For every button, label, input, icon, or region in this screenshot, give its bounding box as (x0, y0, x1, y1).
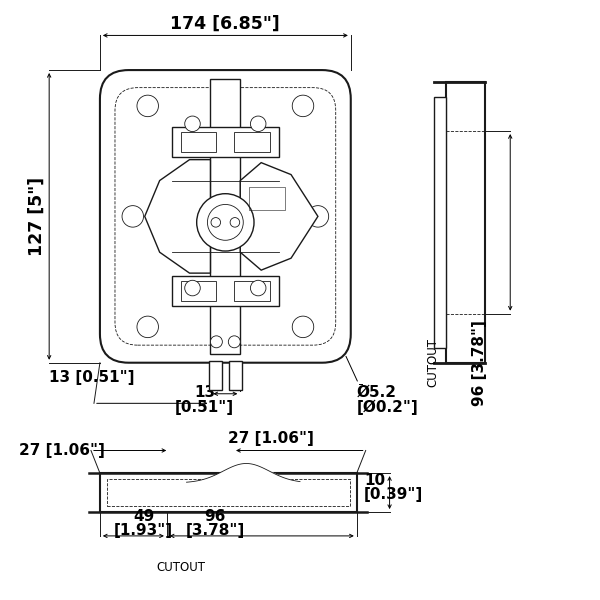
Text: CUTOUT: CUTOUT (426, 338, 439, 387)
Circle shape (211, 336, 223, 348)
Text: 27 [1.06"]: 27 [1.06"] (229, 431, 314, 446)
Bar (434, 97, 446, 348)
FancyBboxPatch shape (100, 70, 351, 363)
Circle shape (250, 280, 266, 296)
Polygon shape (240, 163, 318, 270)
Text: 13: 13 (194, 385, 215, 400)
Bar (229, 361, 242, 389)
Bar (211, 79, 240, 354)
Text: [0.51"]: [0.51"] (175, 400, 234, 415)
Text: 96 [3.78"]: 96 [3.78"] (472, 320, 487, 406)
Text: [1.93"]: [1.93"] (114, 523, 173, 538)
Text: 13 [0.51"]: 13 [0.51"] (49, 370, 134, 385)
Bar (100, 473, 357, 512)
Text: 174 [6.85"]: 174 [6.85"] (170, 14, 280, 32)
Circle shape (292, 95, 314, 116)
Polygon shape (145, 160, 211, 273)
Text: [Ø0.2"]: [Ø0.2"] (357, 400, 418, 415)
Text: 96: 96 (205, 509, 226, 524)
Circle shape (185, 116, 200, 131)
Bar (181, 281, 217, 301)
Bar (107, 479, 350, 506)
Bar (209, 361, 222, 389)
Circle shape (137, 95, 158, 116)
Bar (446, 82, 485, 363)
Bar (235, 131, 270, 152)
Circle shape (208, 205, 243, 240)
Bar (235, 281, 270, 301)
Circle shape (229, 336, 240, 348)
Text: 27 [1.06"]: 27 [1.06"] (19, 443, 105, 458)
Circle shape (292, 316, 314, 338)
Text: CUTOUT: CUTOUT (156, 561, 205, 574)
Bar (172, 276, 279, 306)
Bar (172, 127, 279, 157)
Text: 127 [5"]: 127 [5"] (28, 177, 46, 256)
Circle shape (185, 280, 200, 296)
Text: Ø5.2: Ø5.2 (357, 385, 397, 400)
Circle shape (122, 206, 143, 227)
Bar (181, 131, 217, 152)
Circle shape (307, 206, 329, 227)
Text: 10: 10 (364, 473, 385, 488)
Circle shape (137, 316, 158, 338)
Text: [3.78"]: [3.78"] (185, 523, 245, 538)
Bar (249, 187, 285, 211)
Circle shape (230, 218, 239, 227)
Circle shape (211, 218, 221, 227)
Text: [0.39"]: [0.39"] (364, 487, 423, 502)
Circle shape (197, 194, 254, 251)
Circle shape (250, 116, 266, 131)
Text: 49: 49 (133, 509, 154, 524)
